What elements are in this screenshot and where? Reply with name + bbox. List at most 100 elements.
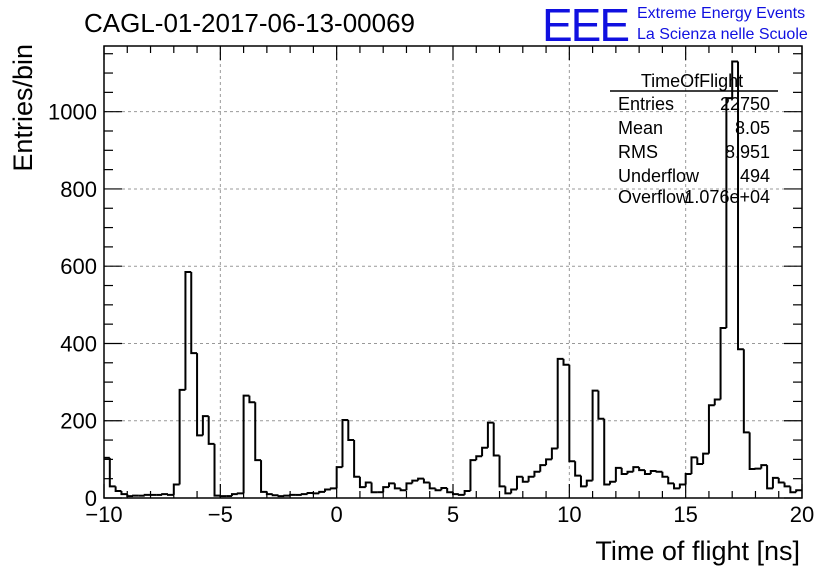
- histogram-bin: [604, 419, 610, 485]
- histogram-bin: [412, 481, 418, 484]
- histogram-bin: [750, 432, 756, 469]
- histogram-bin: [744, 349, 750, 432]
- histogram-bin: [395, 483, 401, 488]
- histogram-bin: [779, 478, 785, 483]
- histogram-bin: [715, 399, 721, 405]
- stats-value-mean: 8.05: [735, 118, 770, 138]
- histogram-bin: [703, 454, 709, 464]
- histogram-bin: [552, 449, 558, 460]
- histogram-bin: [406, 483, 412, 490]
- stats-value-rms: 8.951: [725, 142, 770, 162]
- y-tick-label: 200: [60, 409, 97, 434]
- x-tick-label: 15: [673, 502, 697, 527]
- stats-value-underflow: 494: [740, 166, 770, 186]
- histogram-bin: [273, 494, 279, 495]
- x-tick-label: 10: [557, 502, 581, 527]
- x-tick-label: −5: [208, 502, 233, 527]
- x-axis-label: Time of flight [ns]: [595, 536, 800, 566]
- histogram-bin: [302, 494, 308, 495]
- histogram-bin: [348, 420, 354, 440]
- y-tick-label: 800: [60, 177, 97, 202]
- x-tick-label: 20: [790, 502, 814, 527]
- stats-box-name: TimeOfFlight: [641, 71, 743, 91]
- histogram-bin: [529, 477, 535, 482]
- stats-label-mean: Mean: [618, 118, 663, 138]
- histogram-bin: [598, 391, 604, 419]
- histogram-bin: [587, 481, 593, 487]
- stats-label-rms: RMS: [618, 142, 658, 162]
- histogram-bin: [709, 405, 715, 453]
- histogram-bin: [511, 490, 517, 494]
- y-tick-label: 600: [60, 254, 97, 279]
- histogram-bin: [331, 488, 337, 489]
- histogram-bin: [180, 390, 186, 485]
- histogram-bin: [121, 491, 127, 494]
- histogram-bin: [662, 472, 668, 477]
- histogram-bin: [721, 328, 727, 399]
- histogram-bin: [680, 484, 686, 488]
- histogram-bin: [465, 491, 471, 495]
- histogram-bin: [430, 483, 436, 489]
- stats-label-overflow: Overflow: [618, 187, 690, 207]
- stats-label-underflow: Underflow: [618, 166, 700, 186]
- histogram-bin: [564, 359, 570, 365]
- histogram-bin: [145, 495, 151, 496]
- histogram-bin: [482, 448, 488, 456]
- stats-box: TimeOfFlight Entries 22750 Mean 8.05 RMS…: [610, 71, 778, 207]
- x-tick-label: 0: [331, 502, 343, 527]
- histogram-bin: [447, 488, 453, 492]
- histogram-bin: [290, 495, 296, 496]
- stats-value-overflow: 1.076e+04: [684, 187, 770, 207]
- histogram-bin: [628, 472, 634, 474]
- y-tick-label: 400: [60, 331, 97, 356]
- y-axis-label: Entries/bin: [8, 44, 38, 172]
- histogram-bin: [337, 467, 343, 488]
- histogram-bin: [668, 477, 674, 484]
- histogram-bin: [261, 460, 267, 492]
- histogram-bin: [639, 467, 645, 470]
- histogram-bin: [244, 396, 250, 494]
- histogram-bin: [424, 479, 430, 483]
- histogram-bin: [785, 483, 791, 487]
- histogram-bin: [255, 402, 261, 460]
- histogram-bin: [325, 490, 331, 492]
- y-tick-label: 0: [85, 486, 97, 511]
- histogram-bin: [249, 396, 255, 403]
- logo-line-2: La Scienza nelle Scuole: [637, 26, 808, 44]
- histogram-bin: [232, 494, 238, 496]
- histogram-bin: [383, 487, 389, 492]
- histogram-bin: [726, 98, 732, 328]
- eee-logo: EEE Extreme Energy Events La Scienza nel…: [542, 2, 836, 48]
- eee-logo-mark: EEE: [542, 0, 628, 52]
- histogram-bin: [534, 472, 540, 477]
- histogram-bin: [796, 490, 802, 492]
- histogram-bin: [569, 365, 575, 462]
- histogram-bin: [500, 456, 506, 487]
- histogram-bin: [215, 444, 221, 496]
- histogram-bin: [110, 458, 116, 487]
- logo-line-1: Extreme Energy Events: [637, 5, 805, 23]
- histogram-bin: [191, 272, 197, 353]
- histogram-bin: [575, 461, 581, 475]
- histogram-bin: [558, 359, 564, 449]
- chart-title: CAGL-01-2017-06-13-00069: [84, 8, 415, 39]
- y-tick-label: 1000: [48, 100, 97, 125]
- histogram-bin: [354, 440, 360, 477]
- histogram-bin: [540, 465, 546, 472]
- histogram-bin: [470, 460, 476, 491]
- histogram-bin: [546, 459, 552, 465]
- histogram-bin: [174, 484, 180, 494]
- histogram-bin: [238, 493, 244, 494]
- histogram-bin: [657, 471, 663, 472]
- histogram-bin: [116, 486, 122, 491]
- histogram-bin: [267, 492, 273, 494]
- histogram-bin: [686, 474, 692, 484]
- histogram-bin: [476, 456, 482, 460]
- x-tick-label: 5: [447, 502, 459, 527]
- histogram-bin: [319, 492, 325, 494]
- histogram-bin: [372, 483, 378, 493]
- stats-value-entries: 22750: [720, 94, 770, 114]
